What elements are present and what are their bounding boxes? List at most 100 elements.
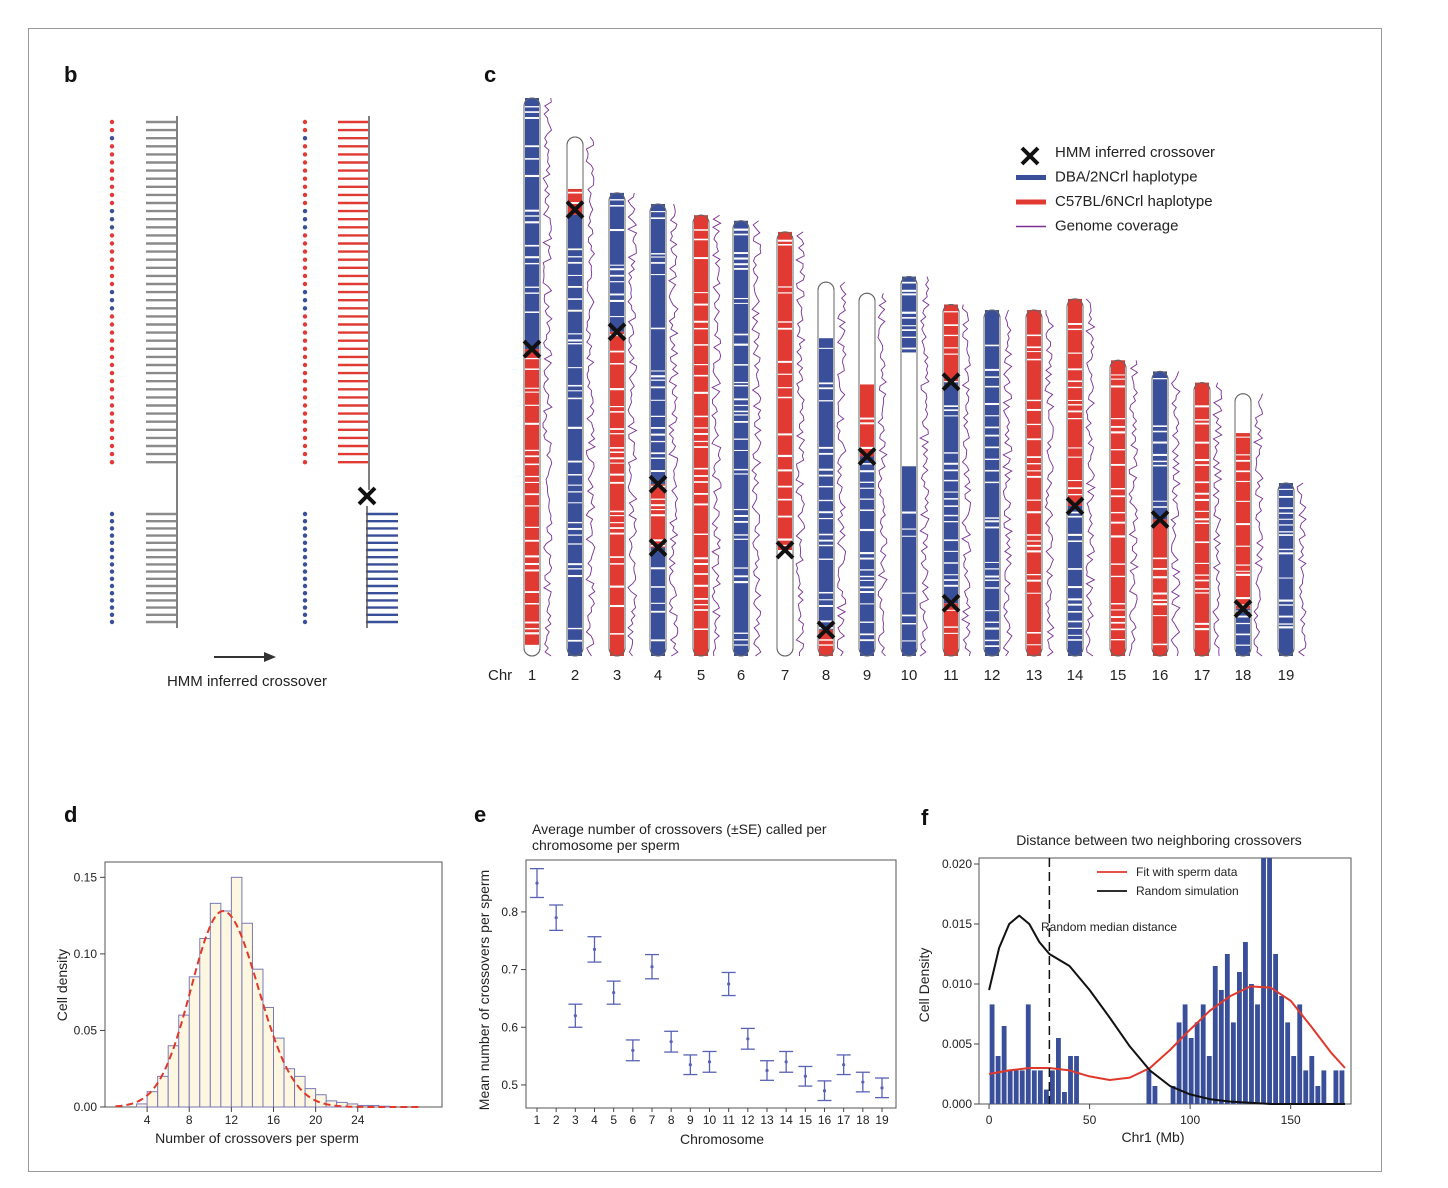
crossover-marker [1065, 496, 1085, 516]
cross-stroke [857, 447, 877, 466]
errorbar-14 [779, 1050, 794, 1073]
errorbar-15 [798, 1065, 813, 1087]
dot-left [109, 569, 115, 574]
x-tick-label: 16 [818, 1113, 832, 1127]
dot-left [109, 265, 115, 270]
coverage-trace [919, 276, 930, 657]
dot-right [302, 200, 308, 206]
dot-left [109, 257, 115, 262]
crossover-marker [648, 474, 668, 494]
dot-right [302, 519, 308, 524]
coverage-trace [668, 203, 679, 657]
x-tick-label: 8 [668, 1113, 675, 1127]
coverage-trace [1085, 298, 1096, 657]
histogram-bar [1212, 966, 1218, 1104]
histogram-bar [241, 922, 253, 1108]
dot-left [109, 241, 115, 246]
x-axis-label: Chromosome [680, 1131, 764, 1147]
series-line [988, 914, 1345, 1105]
chr-label: 5 [697, 667, 705, 684]
panel-e-label: e [474, 802, 486, 827]
haplotype-segment [1153, 519, 1167, 656]
mean-point [631, 1048, 635, 1052]
chr-label: 11 [943, 667, 959, 684]
histogram-bar [1194, 1022, 1200, 1104]
chr-label: 14 [1067, 667, 1084, 684]
y-tick-label: 0.15 [74, 870, 98, 884]
chromosome-outline [776, 231, 794, 657]
histogram-bar [1031, 1070, 1037, 1104]
chromosome-outline [1025, 309, 1043, 657]
y-tick-label: 0.7 [501, 963, 518, 977]
dot-left [109, 273, 115, 279]
dot-right [302, 225, 308, 230]
histogram-bar [1170, 1086, 1176, 1104]
coverage-trace [1002, 309, 1013, 657]
panel-c-label: c [484, 62, 496, 87]
coverage-trace [877, 293, 888, 657]
dot-left [109, 281, 115, 287]
coverage-trace [1128, 360, 1139, 657]
dot-right [302, 511, 308, 517]
dot-left [109, 395, 115, 400]
haplotype-segment [1153, 371, 1167, 520]
arrow-head [264, 652, 276, 662]
dot-left [109, 354, 115, 360]
x-tick-label: 50 [1083, 1113, 1097, 1127]
cross-stroke [1150, 509, 1170, 529]
errorbar-2 [549, 904, 564, 932]
dot-left [109, 176, 115, 181]
haplotype-segment [902, 466, 916, 656]
panel-d-histogram: 4 8 12 16 20 24 0.00 0.05 0.10 0.15 Number of cros… [54, 861, 443, 1146]
dot-right [302, 144, 308, 149]
histogram-bar [1224, 954, 1230, 1104]
mean-point [688, 1063, 692, 1067]
haplotype-segment [944, 304, 958, 382]
histogram-bar [1206, 1056, 1212, 1104]
histogram-bar [1037, 1070, 1043, 1104]
dot-left [109, 192, 115, 198]
mean-point [612, 991, 616, 995]
histogram-bar [1043, 1089, 1049, 1104]
dot-right [302, 338, 308, 343]
crossover-marker [648, 538, 668, 557]
crossover-marker [941, 593, 961, 613]
mean-point [535, 881, 539, 885]
errorbar-1 [530, 868, 544, 899]
dot-right [302, 192, 308, 198]
chromosome-outline [566, 136, 584, 657]
dot-right [302, 605, 308, 610]
errorbar-3 [568, 1003, 583, 1028]
histogram-bar [1200, 1004, 1206, 1104]
x-tick-label: 9 [687, 1113, 694, 1127]
dot-left [109, 540, 115, 545]
chromosome-11 [941, 303, 972, 657]
chromosome-9 [857, 292, 888, 657]
histogram-bar [1309, 1056, 1315, 1104]
dot-left [109, 217, 115, 222]
histogram-bar [178, 1014, 190, 1108]
mean-point [669, 1040, 673, 1044]
dot-right [302, 298, 308, 303]
dot-right [302, 555, 308, 560]
errorbar-6 [625, 1039, 640, 1062]
crossover-marker [607, 322, 627, 342]
crossover-marker [1233, 599, 1253, 619]
x-tick-label: 150 [1281, 1113, 1301, 1127]
dot-left [109, 619, 115, 625]
legend-label: C57BL/6NCrl haplotype [1055, 193, 1213, 210]
dot-left [109, 184, 115, 189]
dot-left [109, 583, 115, 589]
median-label: Random median distance [1041, 920, 1177, 934]
histogram-bar [209, 902, 222, 1108]
crossover-marker [565, 200, 585, 220]
panel-d-label: d [64, 802, 77, 827]
x-tick-label: 15 [799, 1113, 813, 1127]
x-tick-label: 3 [572, 1113, 579, 1127]
dot-right [302, 379, 308, 384]
y-tick-label: 0.10 [74, 947, 98, 961]
chromosome-2 [565, 136, 596, 657]
haplotype-segment [860, 456, 874, 656]
figure-frame [28, 28, 1382, 1172]
coverage-trace [1170, 371, 1181, 657]
